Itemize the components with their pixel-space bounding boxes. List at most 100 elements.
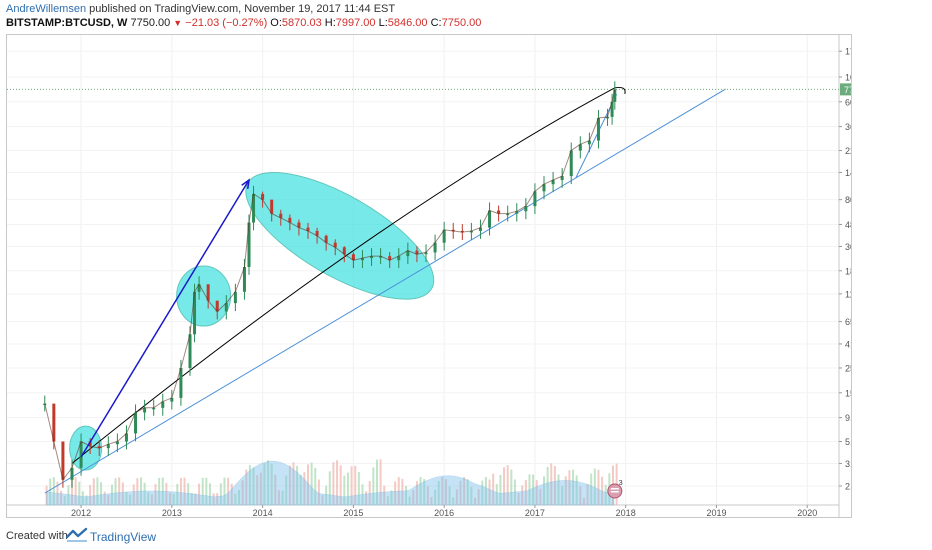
volume-bar [56,481,59,505]
volume-bar [114,478,117,505]
volume-bar [412,490,415,505]
volume-bar [568,470,571,505]
candle-body [370,256,374,259]
author-link[interactable]: AndreWillemsen [6,3,87,15]
volume-bar [89,484,92,505]
x-tick-label: 2020 [797,508,817,517]
volume-bar [92,478,95,505]
volume-bar [223,477,226,505]
candle-body [197,284,201,292]
y-tick-label: 305.00 [845,242,851,252]
volume-bar [267,460,270,505]
candle-body [61,441,65,480]
volume-bar [100,482,103,505]
candle-body [515,211,519,214]
candle-body [97,446,101,449]
price-change: −21.03 (−0.27%) [185,17,268,29]
volume-bar [190,492,193,505]
y-tick-label: 15.00 [845,388,851,398]
volume-bar [321,494,324,505]
volume-bar [303,472,306,505]
volume-bar [405,485,408,505]
y-tick-label: 480.00 [845,220,851,230]
volume-bar [125,491,128,505]
volume-bar [441,477,444,505]
volume-bar [444,479,447,505]
x-tick-label: 2015 [343,508,363,517]
candle-body [297,222,301,228]
candle-body [247,222,251,267]
tradingview-logo-icon[interactable] [66,527,88,543]
volume-bar [419,477,422,505]
volume-bar [582,497,585,505]
volume-bar [281,490,284,505]
volume-bar [336,460,339,505]
volume-bar [60,490,63,505]
candle-body [252,193,256,223]
candle-body [143,407,147,413]
x-tick-label: 2017 [525,508,545,517]
candle-body [542,184,546,192]
volume-bar [361,484,364,505]
volume-bar [513,479,516,505]
volume-bar [328,471,331,505]
y-tick-label: 2.20 [845,482,851,492]
candle-body [488,210,492,228]
volume-bar [169,492,172,505]
volume-bar [539,488,542,505]
events-flag-stripe [610,488,619,490]
volume-bar [107,495,110,505]
volume-bar [150,494,153,505]
volume-bar [535,480,538,505]
low-label: L: [378,17,388,29]
volume-bar [179,477,182,505]
volume-bar [52,477,55,505]
candle-body [506,213,510,216]
volume-bar [437,480,440,505]
volume-bar [484,477,487,505]
volume-bar [604,484,607,505]
volume-bar [165,482,168,505]
volume-bar [187,483,190,505]
ellipse-annotation [176,265,232,327]
volume-bar [372,467,375,505]
volume-bar [448,486,451,505]
volume-bar [259,472,262,505]
y-tick-label: 185.00 [845,266,851,276]
volume-bar [121,482,124,505]
volume-bar [154,484,157,505]
chart-plot-area[interactable]: 17000.00 10000.00 6000.00 3600.00 2200.00 140… [6,34,852,518]
volume-bar [510,469,513,505]
chart-svg[interactable]: 17000.00 10000.00 6000.00 3600.00 2200.00 140… [7,35,851,517]
down-triangle-icon: ▼ [173,18,183,28]
candle-body [288,217,292,223]
volume-bar [499,474,502,505]
candle-body [351,254,355,261]
y-tick-label: 17000.00 [845,47,851,57]
volume-bar [470,486,473,505]
candle-body [360,258,364,261]
candle-body [587,140,591,145]
candle-body [324,235,328,243]
volume-bar [118,477,121,505]
candle-body [610,101,614,117]
volume-bar [78,481,81,505]
volume-bar [350,466,353,505]
volume-bar [521,485,524,505]
open-label: O: [270,17,282,29]
volume-bar [230,483,233,505]
volume-bar [277,490,280,505]
current-price-badge [840,83,851,96]
arrow-annotation [80,179,250,458]
volume-bar [296,465,299,505]
volume-bar [546,466,549,505]
last-price: 7750.00 [130,17,171,29]
candle-body [497,210,501,214]
volume-bar [590,473,593,505]
volume-bar [234,493,237,505]
candle-body [613,89,617,102]
tradingview-brand[interactable]: TradingView [90,530,157,544]
volume-bar [158,477,161,505]
volume-bar [45,485,48,505]
volume-bar [426,486,429,505]
